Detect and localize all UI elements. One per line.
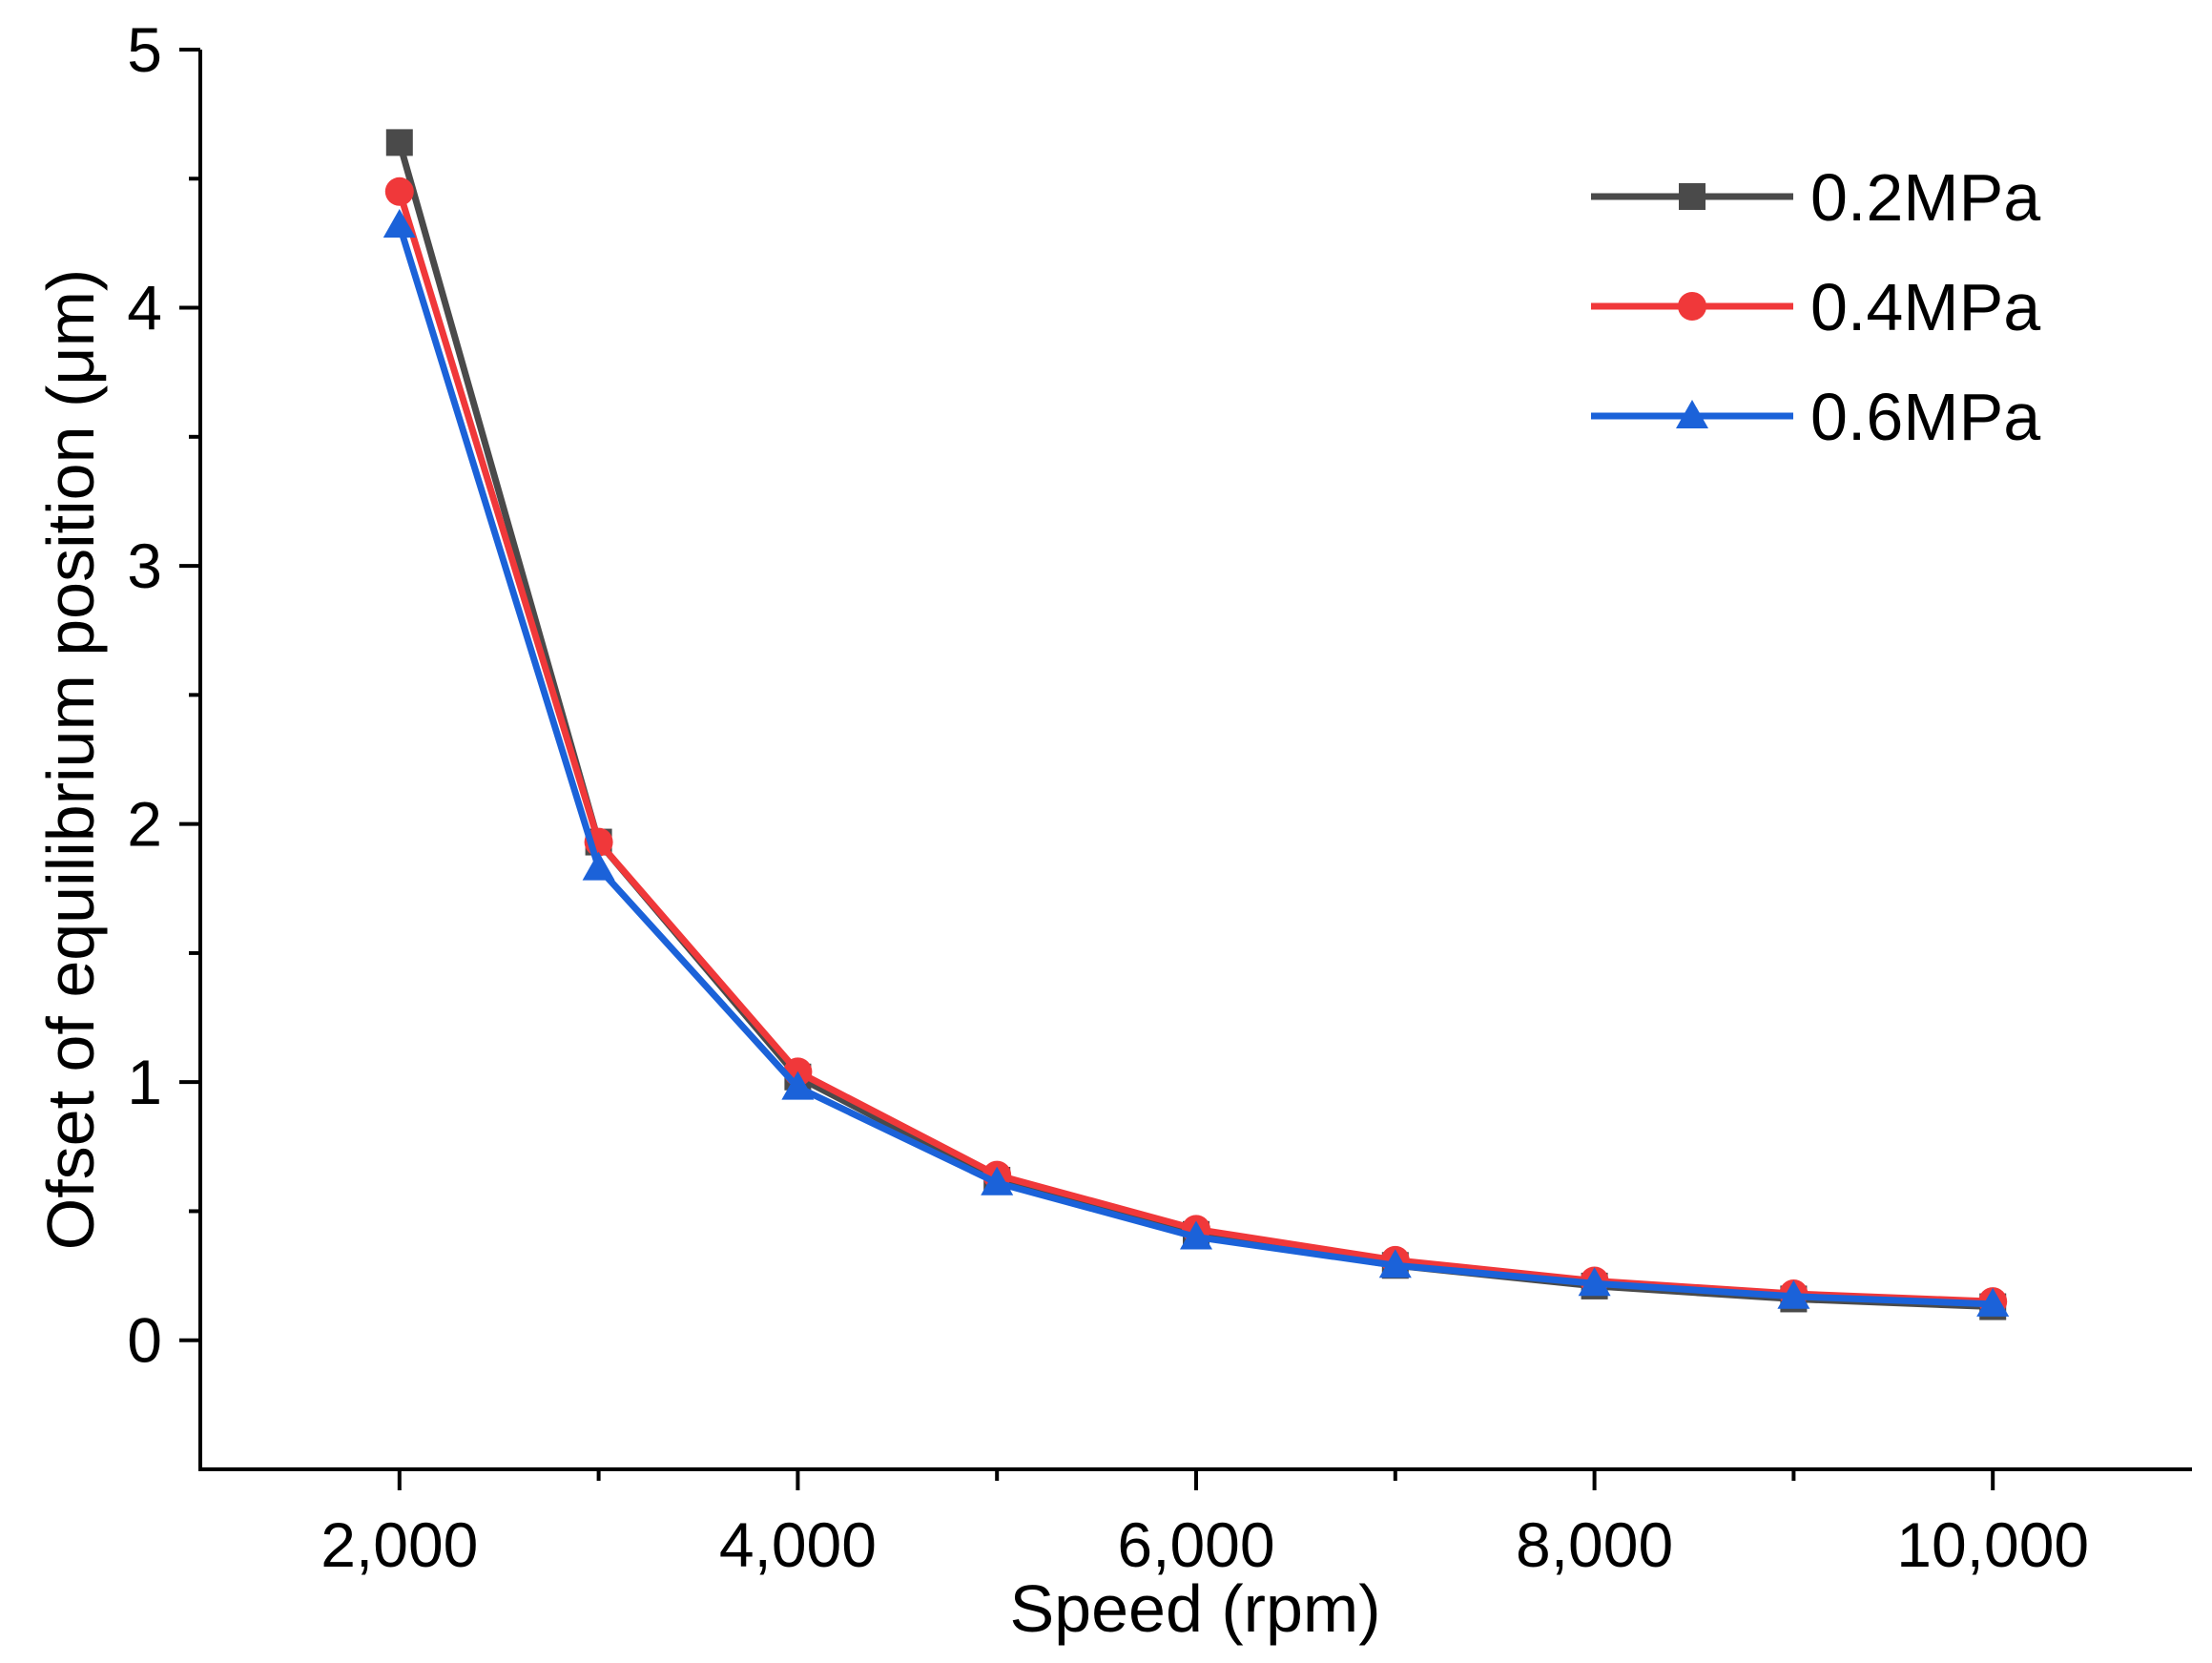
series-line — [396, 141, 1994, 1311]
x-tick-label: 8,000 — [1516, 1509, 1673, 1580]
data-point — [1378, 1249, 1412, 1278]
y-tick-label: 4 — [127, 273, 162, 343]
legend-marker — [1678, 292, 1706, 321]
y-tick-label: 5 — [127, 14, 162, 85]
data-point — [1976, 1287, 2010, 1317]
data-point — [382, 208, 416, 238]
series-0.6MPa — [382, 208, 2010, 1317]
y-tick-label: 3 — [127, 530, 162, 601]
data-point — [385, 129, 413, 156]
data-point — [1180, 1220, 1212, 1250]
ticks — [179, 48, 1995, 1490]
series-line — [396, 223, 1994, 1308]
y-tick-label: 0 — [127, 1305, 162, 1376]
legend-label: 0.6MPa — [1810, 380, 2040, 454]
data-point — [981, 1166, 1014, 1195]
y-tick-label: 2 — [127, 789, 162, 860]
y-axis-title: Ofset of equilibrium position (μm) — [33, 269, 108, 1250]
series-0.4MPa — [384, 177, 2008, 1317]
legend-item: 0.6MPa — [1591, 380, 2040, 454]
data-point — [1578, 1267, 1611, 1297]
y-tick-label: 1 — [127, 1047, 162, 1117]
axes — [198, 50, 2192, 1471]
x-tick-label: 10,000 — [1896, 1509, 2089, 1580]
legend-item: 0.4MPa — [1591, 270, 2040, 344]
legend-label: 0.2MPa — [1810, 160, 2040, 235]
data-point — [582, 851, 615, 881]
legend-marker — [1679, 183, 1706, 210]
series-group — [382, 129, 2010, 1320]
data-point — [1777, 1279, 1810, 1309]
data-point — [384, 177, 414, 206]
legend-marker — [1676, 400, 1708, 428]
legend-item: 0.2MPa — [1591, 160, 2040, 235]
x-tick-label: 2,000 — [320, 1509, 478, 1580]
series-line — [396, 190, 1994, 1305]
x-tick-label: 6,000 — [1117, 1509, 1274, 1580]
tick-labels: 2,000 4,000 6,000 8,000 10,000 0 1 2 3 4 5 — [127, 14, 2089, 1580]
x-axis-title: Speed (rpm) — [1009, 1571, 1380, 1646]
legend-label: 0.4MPa — [1810, 270, 2040, 344]
x-tick-label: 4,000 — [719, 1509, 877, 1580]
legend: 0.2MPa 0.4MPa 0.6MPa — [1591, 160, 2040, 454]
data-point — [781, 1071, 815, 1100]
